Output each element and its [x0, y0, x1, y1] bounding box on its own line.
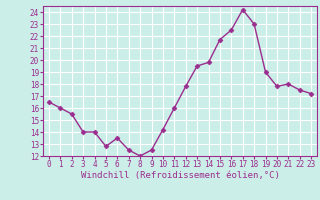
X-axis label: Windchill (Refroidissement éolien,°C): Windchill (Refroidissement éolien,°C) — [81, 171, 279, 180]
